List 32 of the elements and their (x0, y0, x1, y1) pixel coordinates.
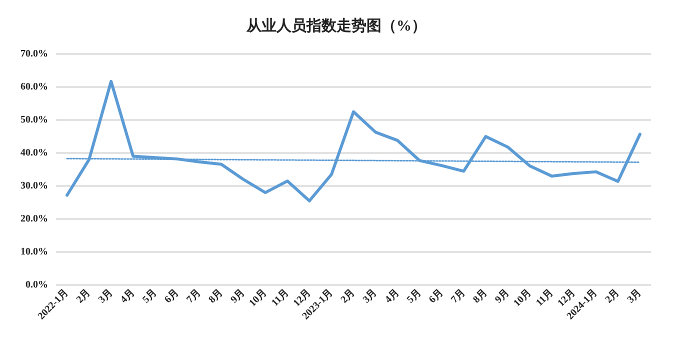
x-tick-label: 3月 (625, 287, 644, 306)
x-tick-label: 9月 (493, 287, 512, 306)
x-tick-label: 7月 (449, 287, 468, 306)
y-tick-label: 30.0% (20, 180, 48, 192)
x-tick-label: 5月 (140, 287, 160, 306)
y-tick-label: 40.0% (20, 148, 48, 158)
y-tick-label: 10.0% (20, 246, 48, 258)
x-tick-label: 8月 (206, 287, 226, 306)
y-tick-label: 70.0% (20, 48, 48, 60)
x-tick-label: 10月 (512, 287, 534, 310)
x-tick-label: 5月 (405, 287, 424, 306)
y-tick-label: 20.0% (20, 214, 48, 224)
x-tick-label: 8月 (471, 287, 490, 306)
y-tick-label: 0.0% (26, 280, 48, 290)
x-tick-label: 11月 (534, 287, 556, 309)
x-tick-label: 6月 (162, 287, 182, 306)
y-tick-label: 50.0% (20, 114, 48, 126)
x-tick-label: 2月 (603, 287, 622, 306)
y-tick-label: 60.0% (20, 82, 48, 92)
chart-title: 从业人员指数走势图（%） (246, 18, 426, 34)
x-tick-label: 10月 (247, 287, 270, 310)
x-tick-label: 6月 (427, 287, 446, 306)
x-tick-label: 11月 (270, 287, 292, 309)
x-tick-label: 3月 (96, 287, 115, 306)
x-tick-label: 4月 (118, 287, 138, 306)
x-tick-label: 4月 (383, 287, 402, 306)
x-tick-label: 3月 (361, 287, 380, 306)
x-tick-label: 2月 (74, 287, 93, 306)
x-tick-label: 7月 (184, 287, 204, 306)
x-tick-label: 2月 (339, 287, 358, 306)
line-series (66, 80, 642, 202)
x-tick-label: 9月 (228, 287, 248, 306)
